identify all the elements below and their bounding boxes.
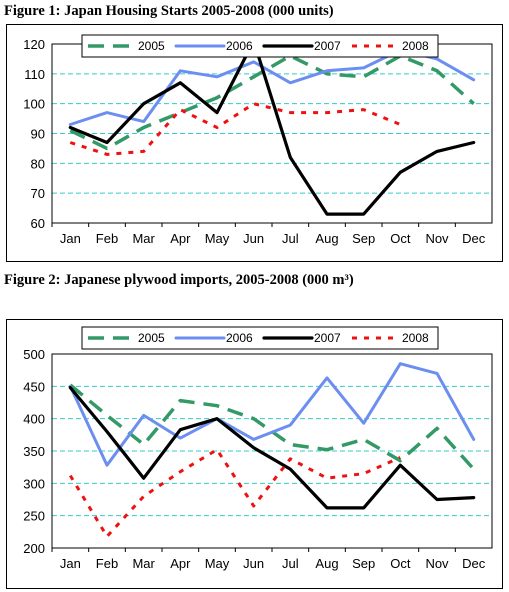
housing-starts-chart-svg: 60 70 80 90 100 110 120 Jan Feb Mar Apr May Jun Jul Au… bbox=[23, 34, 493, 246]
legend-label-2008: 2008 bbox=[402, 39, 429, 53]
x-tick-label: Oct bbox=[390, 556, 411, 571]
x-tick-label: Aug bbox=[315, 556, 338, 571]
y-tick-label: 120 bbox=[23, 37, 45, 52]
y-tick-label: 110 bbox=[24, 67, 45, 82]
x-tick-label: May bbox=[205, 556, 230, 571]
x-tick-label: Nov bbox=[425, 556, 449, 571]
x-tick-label: Jun bbox=[243, 231, 264, 246]
x-tick-label: Mar bbox=[132, 231, 155, 246]
series-line-2005 bbox=[69, 54, 475, 151]
y-tick-label: 400 bbox=[23, 412, 45, 427]
series-line-2007 bbox=[68, 39, 476, 216]
y-tick-label: 200 bbox=[23, 541, 45, 556]
x-tick-label: Sep bbox=[352, 231, 375, 246]
y-tick-label: 60 bbox=[31, 216, 45, 231]
x-tick-label: Dec bbox=[462, 556, 486, 571]
x-tick-label: Feb bbox=[96, 556, 118, 571]
y-tick-label: 70 bbox=[31, 186, 45, 201]
x-tick-label: Feb bbox=[96, 231, 118, 246]
housing-starts-chart: 60 70 80 90 100 110 120 Jan Feb Mar Apr May Jun Jul Au… bbox=[6, 24, 503, 262]
legend-label-2006: 2006 bbox=[226, 39, 253, 53]
y-tick-label: 80 bbox=[31, 156, 45, 171]
x-tick-label: Aug bbox=[315, 231, 338, 246]
y-tick-label: 500 bbox=[23, 347, 45, 362]
series-line-2008 bbox=[69, 448, 401, 538]
x-tick-label: Jul bbox=[282, 231, 299, 246]
y-tick-label: 100 bbox=[23, 97, 45, 112]
x-tick-label: Dec bbox=[462, 231, 486, 246]
x-tick-label: Jan bbox=[60, 231, 81, 246]
legend-box bbox=[81, 326, 439, 350]
series-line-2008 bbox=[69, 102, 401, 156]
series-line-2005 bbox=[69, 383, 475, 471]
x-tick-label: May bbox=[205, 231, 230, 246]
x-tick-label: Mar bbox=[132, 556, 155, 571]
legend-label-2007: 2007 bbox=[314, 39, 341, 53]
legend-label-2008: 2008 bbox=[402, 331, 429, 345]
series-line-2007 bbox=[68, 386, 476, 510]
y-tick-label: 350 bbox=[23, 444, 45, 459]
x-tick-label: Jun bbox=[243, 556, 264, 571]
x-tick-label: Apr bbox=[170, 231, 191, 246]
figure-1-caption: Figure 1: Japan Housing Starts 2005-2008… bbox=[4, 3, 334, 19]
y-tick-label: 90 bbox=[31, 127, 45, 142]
plywood-imports-chart: 200 250 300 350 400 450 500 Jan Feb Mar Apr May Jun J… bbox=[6, 319, 503, 589]
y-tick-label: 250 bbox=[23, 509, 45, 524]
figure-2-caption: Figure 2: Japanese plywood imports, 2005… bbox=[4, 272, 354, 288]
plywood-imports-chart-svg: 200 250 300 350 400 450 500 Jan Feb Mar Apr May Jun J… bbox=[23, 326, 493, 571]
legend-label-2005: 2005 bbox=[138, 331, 165, 345]
series-line-2006 bbox=[68, 362, 476, 467]
x-tick-label: Nov bbox=[425, 231, 449, 246]
x-tick-label: Sep bbox=[352, 556, 375, 571]
x-tick-label: Jan bbox=[60, 556, 81, 571]
x-tick-label: Jul bbox=[282, 556, 299, 571]
y-tick-label: 300 bbox=[23, 476, 45, 491]
legend-label-2005: 2005 bbox=[138, 39, 165, 53]
legend-box bbox=[81, 34, 439, 58]
legend-label-2006: 2006 bbox=[226, 331, 253, 345]
x-tick-label: Apr bbox=[170, 556, 191, 571]
x-tick-label: Oct bbox=[390, 231, 411, 246]
y-tick-label: 450 bbox=[23, 379, 45, 394]
legend-label-2007: 2007 bbox=[314, 331, 341, 345]
